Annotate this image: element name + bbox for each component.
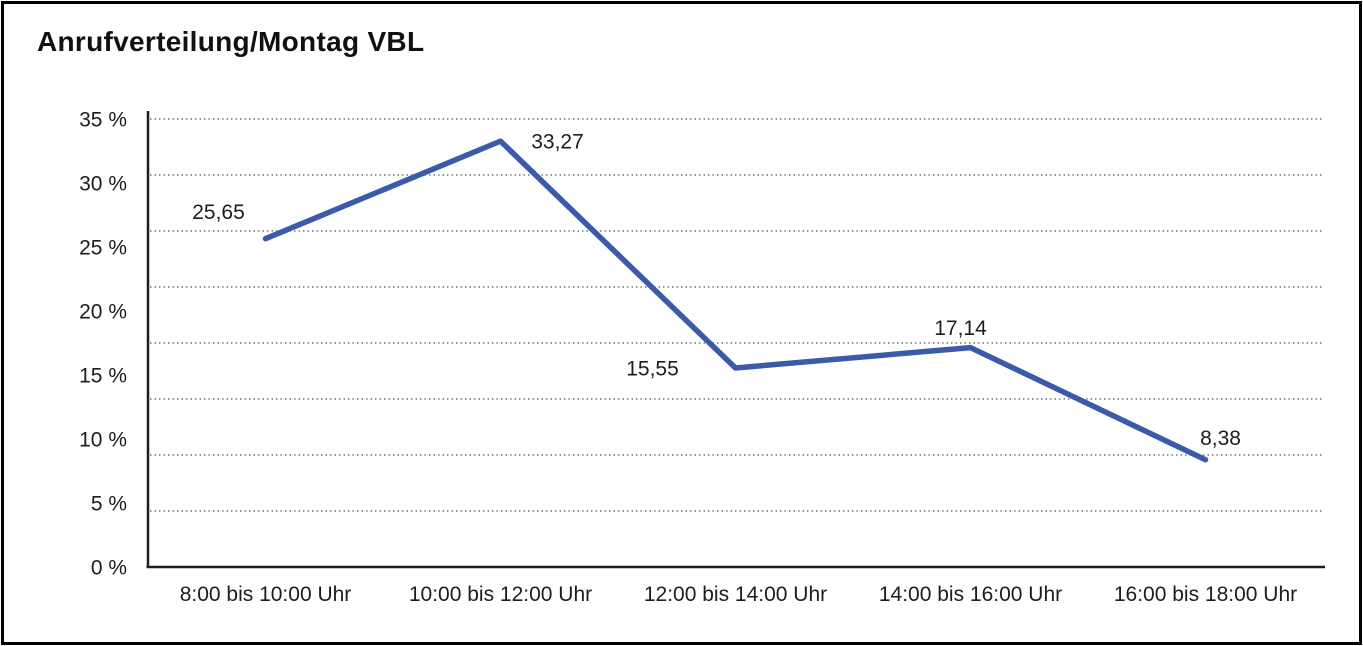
y-axis-tick-label: 0 % <box>91 556 127 579</box>
x-axis-category-label: 16:00 bis 18:00 Uhr <box>1114 583 1297 606</box>
data-series-line <box>262 138 1209 463</box>
y-axis-tick-label: 25 % <box>79 236 127 259</box>
data-point-label: 33,27 <box>531 130 584 153</box>
data-point-label: 8,38 <box>1200 427 1241 450</box>
data-point-label: 17,14 <box>934 317 987 340</box>
x-axis-category-label: 8:00 bis 10:00 Uhr <box>180 583 352 606</box>
y-axis-tick-label: 15 % <box>79 364 127 387</box>
x-axis-category-label: 14:00 bis 16:00 Uhr <box>879 583 1062 606</box>
y-axis-tick-label: 10 % <box>79 428 127 451</box>
y-axis-tick-label: 30 % <box>79 172 127 195</box>
y-axis-tick-label: 5 % <box>91 492 127 515</box>
data-point-label: 25,65 <box>192 201 245 224</box>
data-point-label: 15,55 <box>626 357 679 380</box>
x-axis-category-label: 12:00 bis 14:00 Uhr <box>644 583 827 606</box>
y-axis-tick-label: 35 % <box>79 108 127 131</box>
y-axis-tick-label: 20 % <box>79 300 127 323</box>
x-axis-category-label: 10:00 bis 12:00 Uhr <box>409 583 592 606</box>
chart-title: Anrufverteilung/Montag VBL <box>37 26 425 57</box>
